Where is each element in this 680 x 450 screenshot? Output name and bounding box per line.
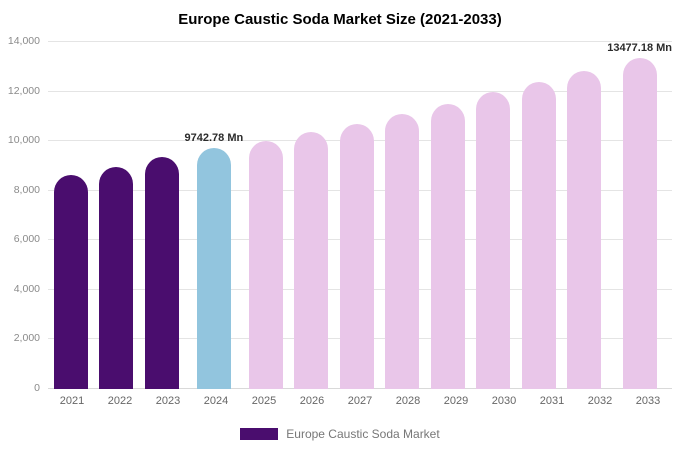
bar-column xyxy=(289,42,335,389)
y-tick-label: 8,000 xyxy=(13,183,40,196)
bar-2023 xyxy=(144,157,179,389)
bar-2022 xyxy=(99,167,134,389)
bar-2026 xyxy=(294,132,329,389)
bar-2028 xyxy=(385,113,420,389)
legend: Europe Caustic Soda Market xyxy=(0,427,680,441)
x-tick-label: 2033 xyxy=(635,395,661,407)
bar-2029 xyxy=(430,103,465,389)
x-tick-label: 2021 xyxy=(59,395,85,407)
bar-2025 xyxy=(248,141,283,389)
chart-title: Europe Caustic Soda Market Size (2021-20… xyxy=(178,11,502,28)
bar-column xyxy=(94,42,140,389)
plot-area: 9742.78 Mn 13477.18 Mn xyxy=(48,41,672,389)
x-axis: 2021 2022 2023 2024 2025 2026 2027 2028 2029 2030… xyxy=(48,395,672,407)
bar-2031 xyxy=(521,81,556,389)
x-tick-label: 2023 xyxy=(155,395,181,407)
bar-column xyxy=(471,42,517,389)
x-tick-label: 2022 xyxy=(107,395,133,407)
bar-column xyxy=(380,42,426,389)
bar-column xyxy=(243,42,289,389)
bar-column xyxy=(334,42,380,389)
bar-column xyxy=(516,42,562,389)
gridline xyxy=(48,90,672,92)
y-axis: 0 2,000 4,000 6,000 8,000 10,000 12,000 14,000 xyxy=(0,35,44,394)
bar-column xyxy=(139,42,185,389)
bar-column xyxy=(48,42,94,389)
bar-2021 xyxy=(53,174,88,389)
x-tick-label: 2027 xyxy=(347,395,373,407)
y-tick-label: 2,000 xyxy=(13,332,40,345)
x-tick-label: 2029 xyxy=(443,395,469,407)
x-tick-label: 2025 xyxy=(251,395,277,407)
x-tick-label: 2030 xyxy=(491,395,517,407)
legend-swatch-icon xyxy=(240,428,279,440)
y-tick-label: 0 xyxy=(34,382,40,394)
y-tick-label: 14,000 xyxy=(7,35,40,47)
bar-column: 13477.18 Mn xyxy=(607,42,672,389)
y-tick-label: 10,000 xyxy=(7,134,40,147)
x-tick-label: 2024 xyxy=(203,395,229,407)
x-tick-label: 2031 xyxy=(539,395,565,407)
bar-2032 xyxy=(567,70,602,389)
x-tick-label: 2028 xyxy=(395,395,421,407)
y-tick-label: 4,000 xyxy=(13,282,40,295)
bar-column: 9742.78 Mn xyxy=(184,42,244,389)
data-label: 9742.78 Mn xyxy=(184,131,244,144)
bars-row: 9742.78 Mn 13477.18 Mn xyxy=(48,42,672,389)
bar-2033 xyxy=(622,58,657,389)
x-tick-label: 2026 xyxy=(299,395,325,407)
gridline xyxy=(48,41,672,42)
bar-2024 xyxy=(196,147,231,389)
bar-2027 xyxy=(339,123,374,389)
bar-2030 xyxy=(476,91,511,389)
x-tick-label: 2032 xyxy=(587,395,613,407)
legend-label: Europe Caustic Soda Market xyxy=(286,427,440,441)
bar-column xyxy=(425,42,471,389)
y-tick-label: 12,000 xyxy=(7,84,40,97)
y-tick-label: 6,000 xyxy=(13,233,40,246)
bar-column xyxy=(562,42,608,389)
data-label: 13477.18 Mn xyxy=(607,42,673,54)
